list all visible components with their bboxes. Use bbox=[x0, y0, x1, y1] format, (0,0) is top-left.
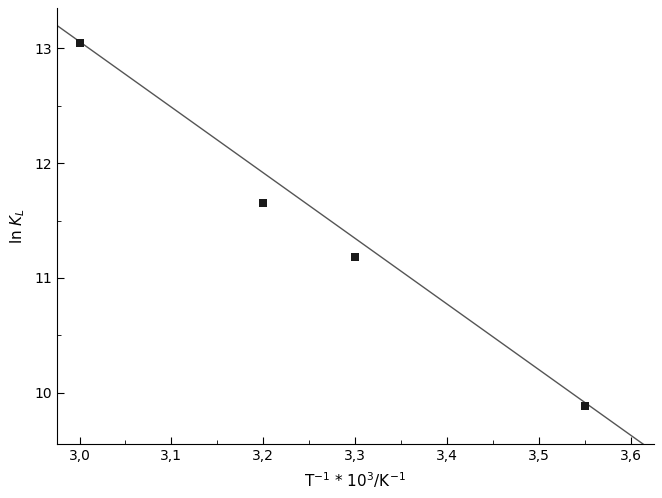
Y-axis label: ln $K_L$: ln $K_L$ bbox=[9, 208, 27, 244]
Point bbox=[350, 253, 360, 261]
X-axis label: T$^{-1}$ * 10$^{3}$/K$^{-1}$: T$^{-1}$ * 10$^{3}$/K$^{-1}$ bbox=[305, 470, 406, 490]
Point bbox=[579, 402, 590, 410]
Point bbox=[74, 39, 85, 47]
Point bbox=[258, 199, 269, 207]
